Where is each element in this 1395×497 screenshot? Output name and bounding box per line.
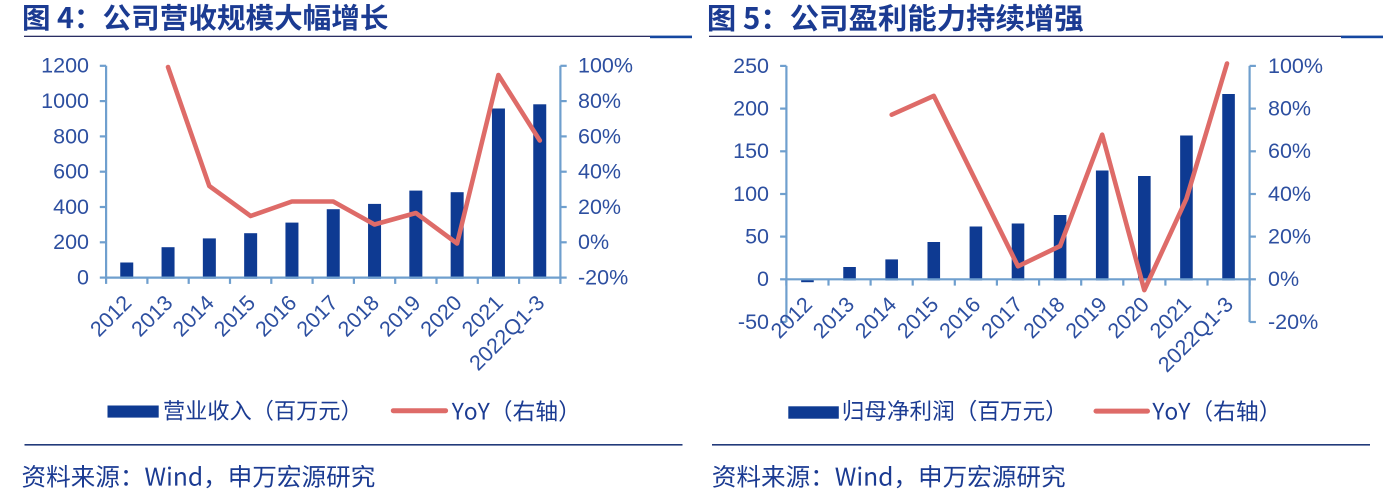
svg-text:2017: 2017 — [977, 292, 1028, 343]
svg-text:60%: 60% — [578, 124, 621, 148]
svg-text:2017: 2017 — [292, 291, 343, 342]
svg-text:2013: 2013 — [808, 292, 859, 343]
svg-text:2013: 2013 — [127, 291, 178, 342]
svg-text:1200: 1200 — [41, 54, 89, 78]
svg-text:20%: 20% — [1268, 225, 1311, 249]
svg-text:40%: 40% — [578, 160, 621, 184]
svg-text:250: 250 — [733, 54, 769, 78]
svg-text:1000: 1000 — [41, 89, 89, 113]
svg-text:-50: -50 — [738, 310, 769, 334]
svg-text:2016: 2016 — [251, 291, 302, 342]
svg-text:20%: 20% — [578, 195, 621, 219]
svg-text:80%: 80% — [578, 89, 621, 113]
svg-text:0%: 0% — [1268, 267, 1299, 291]
svg-text:0: 0 — [757, 267, 769, 291]
svg-text:200: 200 — [53, 230, 89, 254]
svg-text:150: 150 — [733, 139, 769, 163]
svg-text:2020: 2020 — [1103, 292, 1154, 343]
svg-text:2015: 2015 — [893, 292, 944, 343]
svg-text:80%: 80% — [1268, 97, 1311, 121]
svg-text:100: 100 — [733, 182, 769, 206]
svg-text:800: 800 — [53, 124, 89, 148]
svg-text:100%: 100% — [1268, 54, 1323, 78]
svg-text:50: 50 — [745, 225, 769, 249]
svg-text:2016: 2016 — [935, 292, 986, 343]
svg-text:-20%: -20% — [578, 266, 628, 290]
svg-text:2014: 2014 — [168, 291, 219, 342]
svg-text:2020: 2020 — [416, 291, 467, 342]
svg-text:600: 600 — [53, 160, 89, 184]
svg-text:2019: 2019 — [1061, 292, 1112, 343]
svg-text:2018: 2018 — [1019, 292, 1070, 343]
svg-text:2012: 2012 — [766, 292, 817, 343]
svg-text:2014: 2014 — [850, 292, 901, 343]
svg-text:100%: 100% — [578, 54, 633, 78]
svg-text:2015: 2015 — [209, 291, 260, 342]
svg-text:60%: 60% — [1268, 139, 1311, 163]
svg-text:400: 400 — [53, 195, 89, 219]
svg-text:0: 0 — [77, 266, 89, 290]
svg-text:200: 200 — [733, 97, 769, 121]
svg-text:-20%: -20% — [1268, 310, 1318, 334]
svg-text:2018: 2018 — [333, 291, 384, 342]
svg-text:2012: 2012 — [86, 291, 137, 342]
svg-text:0%: 0% — [578, 230, 609, 254]
svg-text:40%: 40% — [1268, 182, 1311, 206]
svg-text:2019: 2019 — [375, 291, 426, 342]
